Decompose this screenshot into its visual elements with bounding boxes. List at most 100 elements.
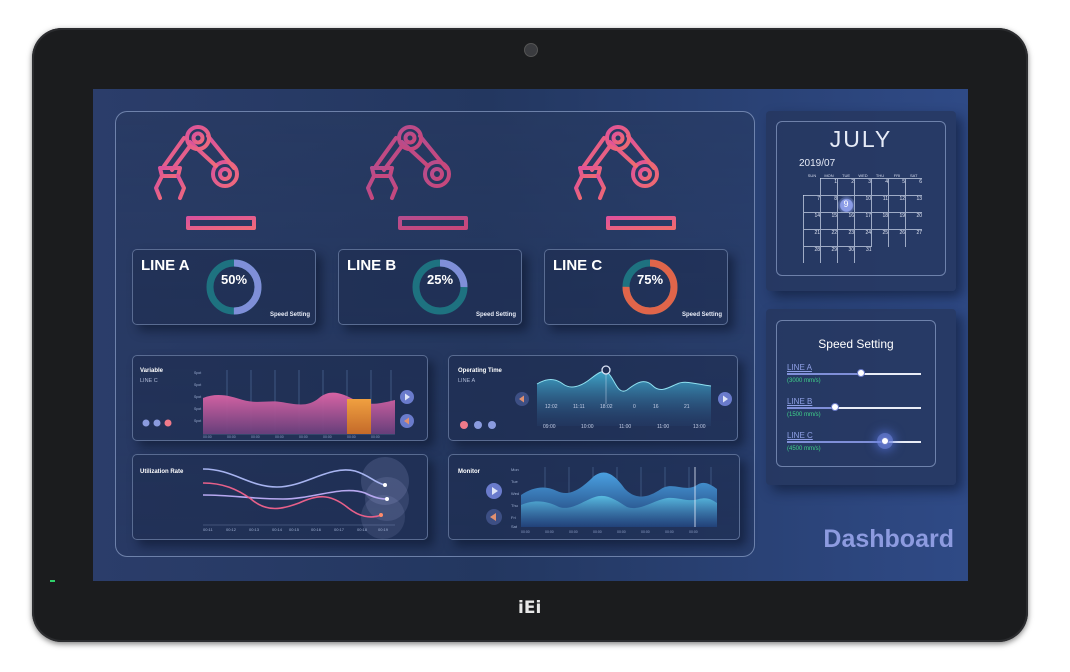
chart-subtitle: LINE C (140, 378, 158, 384)
calendar-day[interactable]: 22 (820, 229, 838, 247)
weekday-label: SUN (807, 172, 817, 178)
speed-setting-link[interactable]: Speed Setting (269, 312, 310, 318)
brand-logo: iEi (518, 598, 542, 618)
line-card-title: LINE B (347, 257, 397, 274)
svg-text:00:00: 00:00 (371, 435, 380, 439)
calendar-day[interactable]: 30 (837, 246, 855, 263)
speed-slider-handle[interactable] (856, 369, 865, 377)
day-label: Fri (511, 515, 516, 520)
calendar-day[interactable]: 18 (871, 212, 889, 230)
calendar-day[interactable]: 1 (820, 178, 838, 196)
calendar-day[interactable]: 24 (854, 229, 872, 247)
svg-text:Spot: Spot (194, 371, 201, 375)
speed-slider-track[interactable] (787, 403, 921, 411)
calendar-panel: JULY 2019/07 SUN MON TUE WED THU FRI SAT… (766, 111, 956, 291)
speed-slider-fill (787, 407, 836, 409)
calendar-day[interactable]: 31 (854, 246, 872, 263)
speed-slider-fill (787, 441, 885, 443)
calendar-day[interactable]: 7 (803, 195, 821, 213)
speed-slider-handle[interactable] (831, 403, 840, 411)
speed-slider-handle[interactable] (880, 437, 889, 445)
svg-text:00:00: 00:00 (641, 530, 650, 534)
operating-time-chart: 12:02 11:11 18:02 0 16 21 09:00 10:00 11:00 11:0… (460, 365, 732, 430)
calendar-day[interactable]: 8 (820, 195, 838, 213)
svg-text:Spot: Spot (194, 395, 201, 399)
calendar-day[interactable]: 21 (803, 229, 821, 247)
svg-text:00:00: 00:00 (251, 435, 260, 439)
calendar-day[interactable]: 4 (871, 178, 889, 196)
x-tick-label: 00:15 (289, 527, 300, 532)
speed-line-label: LINE B (787, 397, 813, 406)
calendar-day-selected[interactable]: 9 (837, 195, 855, 213)
svg-text:00:00: 00:00 (689, 530, 698, 534)
calendar-body: 1 2 3 4 5 6 7 8 9 10 11 12 13 14 15 16 17 18 19 20 21 22 23 24 2… (803, 178, 923, 264)
calendar-day[interactable]: 25 (871, 229, 889, 247)
time-label: 10:00 (581, 424, 594, 430)
svg-text:00:00: 00:00 (593, 530, 602, 534)
calendar-day[interactable]: 5 (888, 178, 906, 196)
speed-value: (4500 mm/s) (787, 446, 821, 452)
peak-label: 18:02 (600, 404, 613, 410)
chart-title: Utilization Rate (140, 469, 184, 475)
prev-icon (515, 392, 529, 406)
calendar-day[interactable]: 26 (888, 229, 906, 247)
svg-text:Spot: Spot (194, 383, 201, 387)
calendar-day[interactable]: 10 (854, 195, 872, 213)
calendar-day[interactable]: 28 (803, 246, 821, 263)
calendar-day[interactable]: 29 (820, 246, 838, 263)
chart-title: Monitor (458, 469, 480, 475)
time-label: 11:00 (657, 424, 669, 430)
line-card-a[interactable]: LINE A 50% Speed Setting (132, 249, 316, 325)
x-tick-label: 00:17 (334, 527, 345, 532)
svg-text:00:00: 00:00 (545, 530, 554, 534)
calendar-day[interactable]: 13 (905, 195, 922, 213)
calendar-day[interactable]: 15 (820, 212, 838, 230)
calendar-week: 21 22 23 24 25 26 27 (803, 229, 922, 247)
x-tick-label: 00:14 (272, 527, 283, 532)
peak-labels: 12:02 11:11 18:02 0 16 21 (545, 404, 690, 410)
weekday-label: WED (858, 172, 868, 178)
progress-value: 75% (636, 272, 664, 287)
calendar-day[interactable]: 16 (837, 212, 855, 230)
speed-setting-link[interactable]: Speed Setting (475, 312, 516, 318)
calendar-day[interactable]: 27 (905, 229, 922, 247)
time-label: 11:00 (619, 424, 631, 430)
progress-value: 50% (220, 272, 248, 287)
calendar-frame: JULY 2019/07 SUN MON TUE WED THU FRI SAT… (776, 121, 946, 276)
day-label: Tue (511, 479, 519, 484)
svg-text:Spot: Spot (194, 407, 201, 411)
progress-ring-fill (622, 259, 678, 315)
variable-area-chart: Spot Spot Spot Spot Spot 00:00 00:00 00:00 00:0… (142, 370, 414, 439)
calendar-day[interactable]: 3 (854, 178, 872, 196)
calendar-day[interactable]: 17 (854, 212, 872, 230)
peak-label: 16 (653, 404, 659, 410)
calendar-day[interactable]: 2 (837, 178, 855, 196)
calendar-day[interactable]: 14 (803, 212, 821, 230)
calendar-day[interactable]: 11 (871, 195, 889, 213)
speed-slider-track[interactable] (787, 369, 921, 377)
prev-icon (486, 509, 502, 525)
calendar-day[interactable]: 19 (888, 212, 906, 230)
calendar-day[interactable]: 12 (888, 195, 906, 213)
robot-arm-icon-line-b (366, 125, 468, 230)
utilization-line-chart: 00:11 00:12 00:13 00:14 00:15 00:16 00:17 00:18… (202, 457, 409, 539)
calendar-day[interactable]: 23 (837, 229, 855, 247)
svg-text:00:00: 00:00 (569, 530, 578, 534)
svg-text:00:00: 00:00 (203, 435, 212, 439)
monitor-area-chart: Mon Tue Wed Thu Fri Sat 00:00 00:00 00:00 00:00 0… (486, 467, 717, 534)
x-tick-label: 00:13 (249, 527, 260, 532)
progress-value: 25% (426, 272, 454, 287)
line-card-c[interactable]: LINE C 75% Speed Setting (544, 249, 728, 325)
chart-title: Operating Time (458, 368, 502, 374)
calendar-empty-cell (906, 247, 923, 264)
line-card-b[interactable]: LINE B 25% Speed Setting (338, 249, 522, 325)
speed-setting-link[interactable]: Speed Setting (681, 312, 722, 318)
speed-value: (1500 mm/s) (787, 412, 821, 418)
calendar-day[interactable]: 6 (905, 178, 922, 196)
time-labels: 09:00 10:00 11:00 11:00 13:00 (543, 424, 706, 430)
speed-slider-track[interactable] (787, 437, 921, 445)
x-tick-labels: 00:11 00:12 00:13 00:14 00:15 00:16 00:17 00:18… (203, 527, 389, 532)
calendar-day[interactable]: 20 (905, 212, 922, 230)
line-card-title: LINE A (141, 257, 190, 274)
